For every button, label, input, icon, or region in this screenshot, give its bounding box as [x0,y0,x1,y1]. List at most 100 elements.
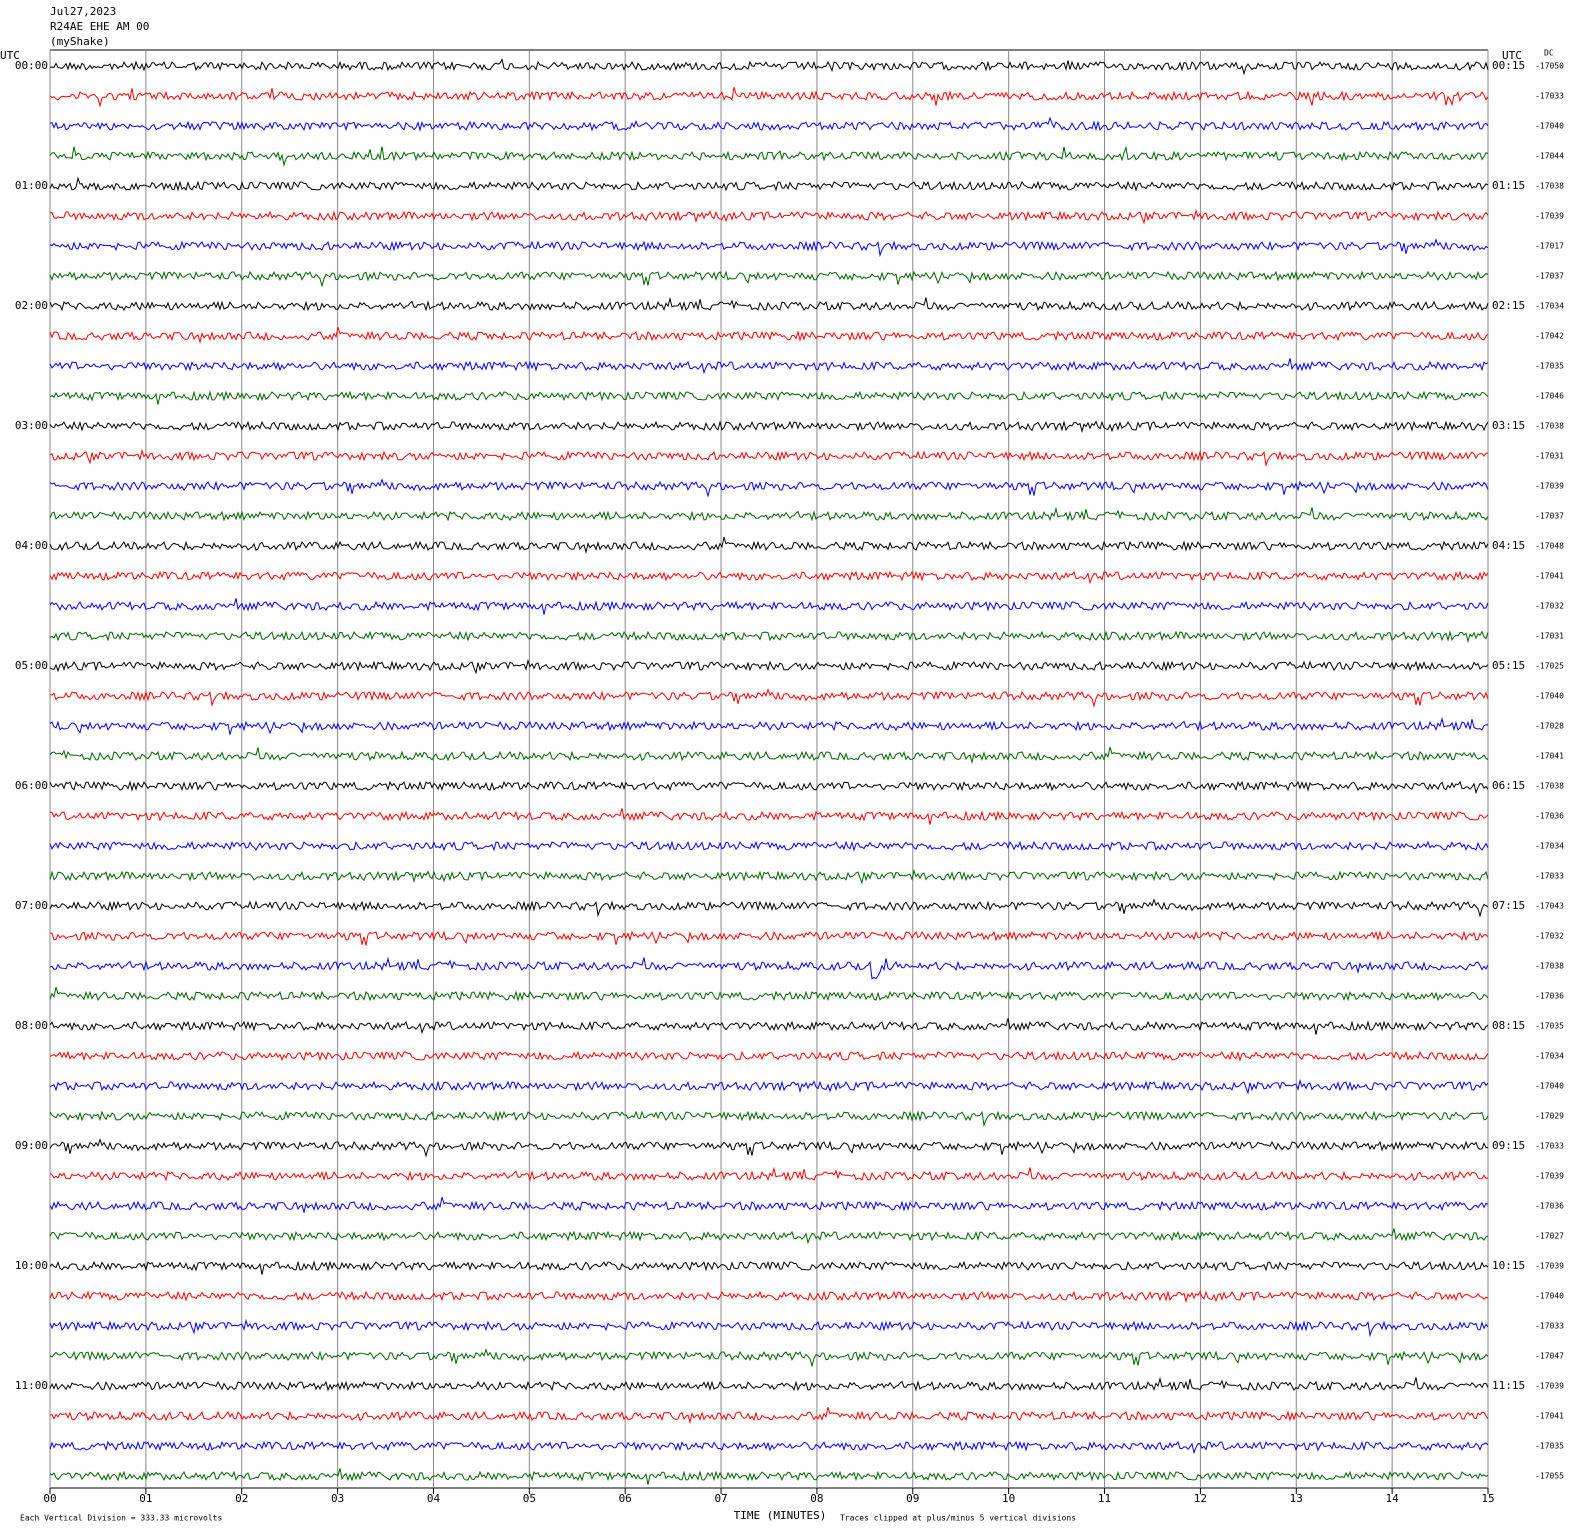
right-axis-label: UTC [1502,49,1522,62]
network: (myShake) [50,35,110,48]
trace [49,598,1489,615]
dc-offset: -17048 [1535,542,1564,551]
trace [49,208,1489,225]
dc-offset: -17040 [1535,122,1564,131]
hour-label-right: 10:15 [1492,1259,1525,1272]
x-tick-label: 00 [43,1492,56,1505]
hour-label-left: 05:00 [15,659,48,672]
trace [49,1290,1489,1304]
x-tick-label: 13 [1290,1492,1303,1505]
hour-label-left: 00:00 [15,59,48,72]
trace [49,898,1489,918]
trace [49,570,1489,585]
trace [49,87,1489,108]
hour-label-left: 10:00 [15,1259,48,1272]
trace [49,1050,1489,1062]
dc-offset: -17033 [1535,92,1564,101]
hour-label-right: 01:15 [1492,179,1525,192]
dc-offset: -17041 [1535,1412,1564,1421]
trace [49,58,1489,76]
hour-label-right: 07:15 [1492,899,1525,912]
trace [49,448,1488,468]
hour-label-right: 06:15 [1492,779,1525,792]
x-tick-label: 08 [810,1492,823,1505]
trace [49,1318,1489,1338]
dc-offset: -17035 [1535,362,1564,371]
trace [49,296,1489,312]
trace [49,176,1489,192]
x-tick-label: 06 [619,1492,632,1505]
trace [49,1468,1489,1485]
trace [49,390,1489,405]
dc-offset: -17035 [1535,1442,1564,1451]
dc-label: DC [1544,49,1554,58]
x-tick-label: 11 [1098,1492,1111,1505]
dc-offset: -17036 [1535,992,1564,1001]
dc-offset: -17025 [1535,662,1564,671]
dc-offset: -17017 [1535,242,1564,251]
dc-offset: -17031 [1535,632,1564,641]
hour-label-right: 09:15 [1492,1139,1525,1152]
dc-offset: -17027 [1535,1232,1564,1241]
trace [49,116,1489,132]
dc-offset: -17031 [1535,452,1564,461]
dc-offset: -17039 [1535,482,1564,491]
date: Jul27,2023 [50,5,116,18]
trace [49,420,1489,434]
trace [49,658,1489,675]
trace [49,868,1489,885]
dc-offset: -17034 [1535,842,1564,851]
dc-offset: -17040 [1535,692,1564,701]
hour-label-left: 07:00 [15,899,48,912]
dc-offset: -17039 [1535,212,1564,221]
dc-offset: -17050 [1535,62,1564,71]
trace [49,930,1489,946]
dc-offset: -17032 [1535,602,1564,611]
trace [49,536,1489,555]
dc-offset: -17042 [1535,332,1564,341]
trace [49,840,1489,852]
clip-note: Traces clipped at plus/minus 5 vertical … [840,1514,1076,1523]
dc-offset: -17047 [1535,1352,1564,1361]
x-tick-label: 12 [1194,1492,1207,1505]
trace [49,238,1489,258]
trace [49,326,1489,345]
dc-offset: -17033 [1535,1142,1564,1151]
dc-offset: -17055 [1535,1472,1564,1481]
dc-offset: -17039 [1535,1382,1564,1391]
dc-offset: -17039 [1535,1172,1564,1181]
hour-label-left: 03:00 [15,419,48,432]
hour-label-left: 01:00 [15,179,48,192]
hour-label-right: 11:15 [1492,1379,1525,1392]
dc-offset: -17036 [1535,1202,1564,1211]
trace [49,1018,1489,1035]
trace [49,1110,1489,1128]
trace [49,780,1489,795]
x-tick-label: 10 [1002,1492,1015,1505]
trace [49,716,1489,735]
dc-offset: -17029 [1535,1112,1564,1121]
trace [49,1166,1489,1182]
trace [49,1078,1489,1095]
trace [49,630,1489,644]
trace [49,478,1489,498]
trace [49,746,1489,765]
trace [49,1228,1489,1245]
dc-offset: -17043 [1535,902,1564,911]
dc-offset: -17036 [1535,812,1564,821]
trace [49,808,1489,825]
x-tick-label: 07 [714,1492,727,1505]
x-tick-label: 03 [331,1492,344,1505]
hour-label-right: 03:15 [1492,419,1525,432]
hour-label-left: 08:00 [15,1019,48,1032]
hour-label-right: 04:15 [1492,539,1525,552]
trace [49,1260,1489,1275]
hour-label-left: 04:00 [15,539,48,552]
dc-offset: -17044 [1535,152,1564,161]
x-axis-label: TIME (MINUTES) [734,1509,827,1522]
station: R24AE EHE AM 00 [50,20,149,33]
trace [49,506,1489,522]
left-axis-label: UTC [0,49,20,62]
dc-offset: -17037 [1535,512,1564,521]
